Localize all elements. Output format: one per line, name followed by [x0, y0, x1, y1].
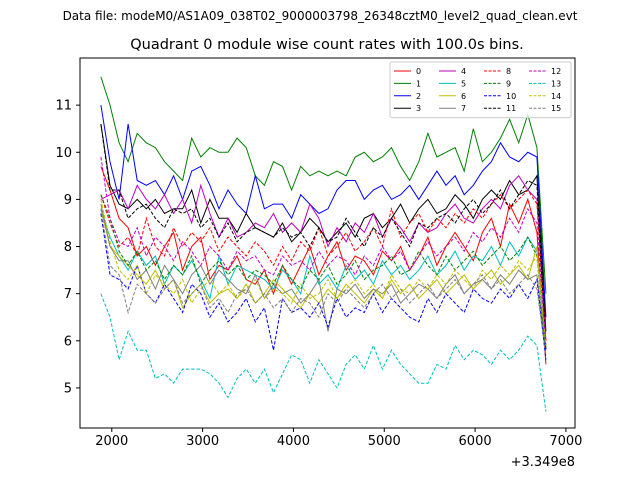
series-line-2 — [100, 105, 547, 318]
series-line-13 — [100, 293, 547, 412]
legend-label-7: 7 — [461, 104, 466, 113]
series-layer — [100, 76, 547, 412]
y-tick-label: 10 — [55, 146, 72, 161]
series-line-9 — [100, 194, 547, 355]
series-line-14 — [100, 199, 547, 346]
legend-label-5: 5 — [461, 79, 466, 88]
series-line-6 — [100, 208, 547, 351]
x-tick-label: 2000 — [95, 434, 128, 449]
legend-label-13: 13 — [551, 79, 561, 88]
x-tick-label: 4000 — [277, 434, 310, 449]
legend-label-0: 0 — [416, 67, 421, 76]
series-line-15 — [100, 208, 547, 355]
series-line-0 — [100, 166, 547, 365]
series-line-4 — [100, 174, 547, 341]
series-line-12 — [100, 156, 547, 346]
legend-label-3: 3 — [416, 104, 421, 113]
x-tick-label: 5000 — [368, 434, 401, 449]
y-tick-label: 7 — [64, 287, 72, 302]
legend-label-4: 4 — [461, 67, 466, 76]
legend-label-14: 14 — [551, 92, 561, 101]
legend-label-10: 10 — [506, 92, 516, 101]
y-tick-label: 8 — [64, 240, 72, 255]
legend-label-6: 6 — [461, 92, 466, 101]
y-tick-label: 6 — [64, 334, 72, 349]
plot-area-frame — [79, 57, 576, 429]
x-tick-label: 6000 — [459, 434, 492, 449]
legend-label-2: 2 — [416, 92, 421, 101]
chart-title: Quadrant 0 module wise count rates with … — [130, 37, 524, 53]
y-tick-label: 9 — [64, 193, 72, 208]
series-line-8 — [100, 189, 547, 341]
series-line-5 — [100, 208, 547, 346]
legend-label-9: 9 — [506, 79, 511, 88]
legend-label-1: 1 — [416, 79, 421, 88]
axes-layer: 2000 3000 4000 5000 6000 7000 5 6 7 8 9 10 11 — [55, 99, 582, 449]
series-line-10 — [100, 213, 547, 360]
legend-label-12: 12 — [551, 67, 561, 76]
legend-label-15: 15 — [551, 104, 561, 113]
legend-label-8: 8 — [506, 67, 511, 76]
x-tick-label: 7000 — [549, 434, 582, 449]
x-offset-label: +3.349e8 — [511, 455, 575, 470]
series-line-11 — [100, 123, 547, 351]
figure-suptitle: Data file: modeM0/AS1A09_038T02_90000037… — [63, 9, 578, 23]
y-tick-label: 11 — [55, 99, 72, 114]
legend-label-11: 11 — [506, 104, 516, 113]
legend-frame — [389, 61, 572, 119]
series-line-3 — [100, 123, 547, 332]
series-line-1 — [100, 76, 547, 294]
x-tick-label: 3000 — [186, 434, 219, 449]
y-tick-label: 5 — [64, 381, 72, 396]
